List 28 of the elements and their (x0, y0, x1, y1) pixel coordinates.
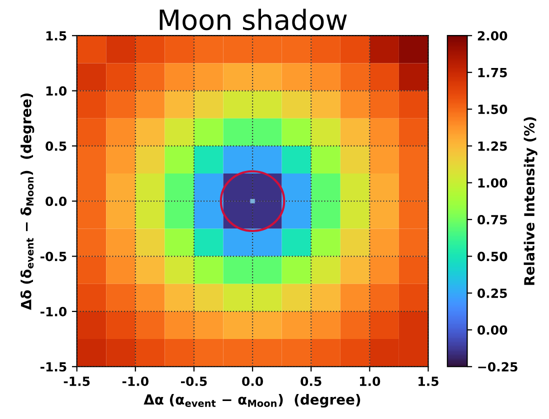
color-bar-label: 1.50 (478, 104, 508, 114)
chart-title: Moon shadow (160, 8, 347, 30)
y-tick-label: -1.5 (40, 362, 66, 372)
x-tick-label: -1.5 (64, 376, 90, 386)
x-axis-title: Δα (α$_{event}$ − α$_{Moon}$) (degree) (144, 394, 360, 408)
y-tick-label: -0.5 (40, 252, 66, 262)
y-tick-label: 0.5 (46, 141, 66, 151)
x-tick-label: 0.5 (300, 376, 322, 386)
y-axis-title: Δδ (δ$_{event}$ − δ$_{Moon}$) (degree) (20, 94, 34, 310)
y-tick-label: -1.0 (40, 306, 67, 316)
color-bar-label: 1.00 (478, 178, 508, 188)
color-bar-label: −0.25 (478, 362, 518, 372)
x-tick-label: 1.0 (360, 376, 380, 386)
color-bar-title: Relative Intensity (%) (524, 117, 538, 285)
color-bar-label: 0.25 (478, 288, 507, 298)
color-bar-label: 0.75 (478, 214, 507, 224)
x-tick-label: -1.0 (122, 376, 148, 386)
color-bar-label: 1.25 (478, 141, 507, 151)
color-bar-label: 2.00 (478, 31, 508, 41)
color-bar-label: 0.00 (478, 325, 508, 335)
color-bar-label: 1.75 (478, 68, 507, 78)
x-tick-label: -0.5 (180, 376, 207, 386)
color-bar-label: 0.50 (478, 252, 508, 262)
y-tick-label: 1.5 (46, 31, 66, 41)
x-tick-label: 0.0 (242, 376, 264, 386)
y-tick-label: 0.0 (46, 196, 67, 206)
x-tick-label: 1.5 (418, 376, 438, 386)
y-tick-label: 1.0 (46, 86, 67, 96)
